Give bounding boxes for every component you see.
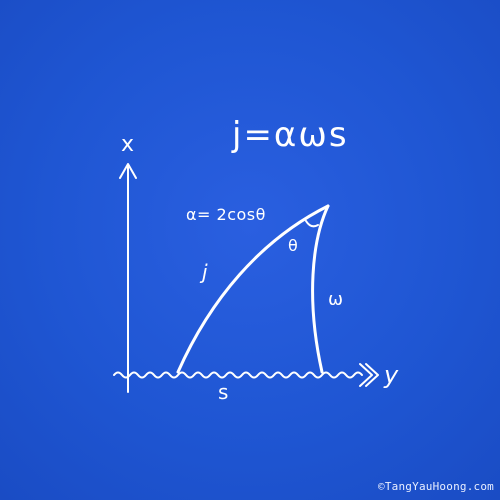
label-x-axis: x xyxy=(121,134,134,156)
formula-title: j=αωs xyxy=(232,118,349,152)
label-y-axis: y xyxy=(384,363,398,387)
label-omega: ω xyxy=(328,291,343,309)
fin-trailing-edge xyxy=(313,206,328,372)
theta-angle-arc xyxy=(306,221,318,226)
fin-leading-edge xyxy=(178,206,328,372)
alpha-equation: α= 2cosθ xyxy=(186,207,266,223)
water-wave-line xyxy=(114,373,362,378)
label-s: s xyxy=(218,382,228,402)
credit-link[interactable]: ©TangYauHoong.com xyxy=(378,481,494,492)
label-j: j xyxy=(202,262,208,282)
label-theta: θ xyxy=(288,238,298,254)
